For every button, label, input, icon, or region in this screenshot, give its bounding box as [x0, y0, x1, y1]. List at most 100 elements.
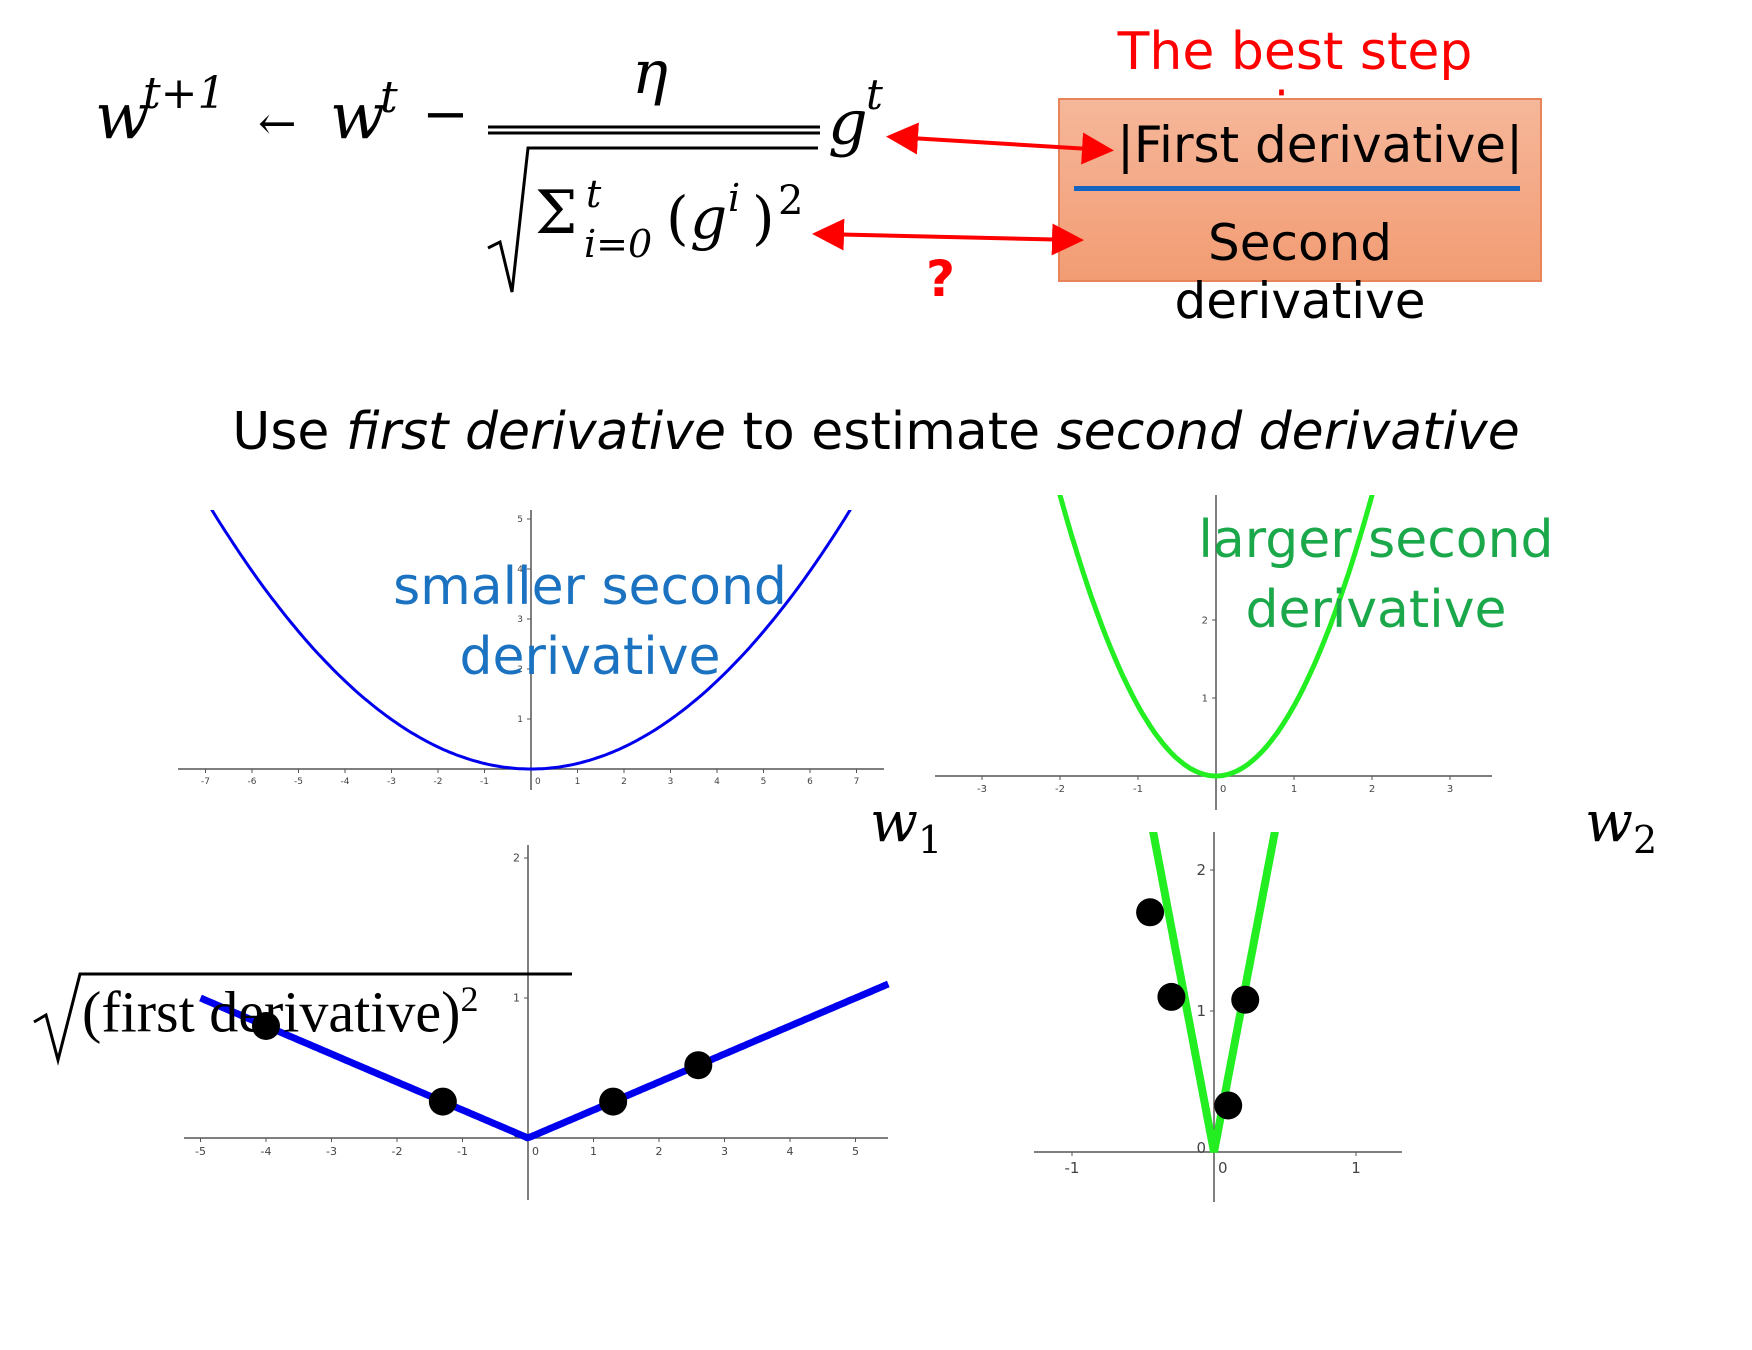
chart-3-data-point: [684, 1051, 713, 1080]
superscript-t-plus-1: t+1: [143, 68, 226, 119]
formula-lines: [487, 125, 820, 293]
chart-1-y-tick-label: 5: [517, 515, 523, 525]
minus-sign: −: [422, 82, 469, 147]
best-step-fraction-bar: [1074, 186, 1520, 191]
arrows: [812, 122, 1114, 256]
chart-1-x-tick-label: 7: [854, 777, 860, 787]
w1-subscript: 1: [917, 818, 943, 863]
chart-1-x-tick-label: 2: [621, 777, 627, 787]
chart-1-x-tick-label: -7: [201, 777, 210, 787]
paren-open: (: [666, 184, 689, 252]
chart-4-x-tick-label: 1: [1351, 1159, 1361, 1177]
chart-1-x-tick-label: 1: [575, 777, 581, 787]
chart-4-curve: [1149, 832, 1279, 1153]
sqrt-label-exponent: 2: [460, 979, 479, 1019]
chart-2-x-tick-label: 0: [1220, 784, 1226, 795]
w-symbol: w: [95, 80, 150, 154]
chart-3-curve: [199, 980, 890, 1142]
arrow-first-derivative: [886, 122, 1114, 165]
chart-4-data-point: [1136, 898, 1165, 927]
chart-3-x-tick-label: -5: [195, 1145, 206, 1158]
chart-2-x-tick-label: 1: [1291, 784, 1297, 795]
chart-1-y-tick-label: 3: [517, 615, 523, 625]
superscript-2: 2: [778, 178, 804, 224]
chart-3-x-tick-label: -2: [392, 1145, 403, 1158]
subtitle-part-2: first derivative: [345, 402, 727, 462]
chart-1-y-tick-label: 2: [517, 665, 523, 675]
smaller-second-derivative-label: smaller second derivative: [380, 552, 800, 692]
g-symbol: g: [828, 86, 868, 159]
chart-2-y-tick-label: 1: [1202, 693, 1208, 704]
chart-2-x-tick-label: -1: [1133, 784, 1143, 795]
chart-3-x-tick-label: 4: [787, 1145, 794, 1158]
arrow-second-derivative: [812, 218, 1084, 256]
sum-upper-t: t: [586, 172, 602, 216]
chart-1-y-tick-label: 4: [517, 565, 523, 575]
chart-4-x-tick-label: -1: [1065, 1159, 1080, 1177]
chart-1-x-tick-label: -1: [480, 777, 489, 787]
sum-lower-index: i=0: [584, 222, 653, 266]
chart-4-data-point: [1214, 1091, 1243, 1120]
smaller-label-line-1: smaller second: [393, 557, 787, 617]
chart-3-x-tick-label: -4: [261, 1145, 272, 1158]
sum-symbol: Σ: [535, 178, 578, 248]
superscript-i: i: [728, 176, 741, 220]
chart-3-y-tick-label: 1: [513, 992, 520, 1005]
sqrt-radical: [487, 146, 818, 293]
superscript-t: t: [380, 72, 398, 123]
larger-label-line-2: derivative: [1245, 580, 1507, 640]
chart-1-x-tick-label: 0: [535, 777, 541, 787]
sqrt-label-radical: [33, 972, 572, 1066]
chart-1-curve: [210, 510, 852, 771]
best-step-title: The best step is: [1117, 22, 1473, 142]
chart-3-x-tick-label: 1: [590, 1145, 597, 1158]
chart-2-x-tick-label: -3: [977, 784, 987, 795]
paren-close: ): [752, 184, 775, 252]
eta-symbol: η: [632, 38, 668, 108]
larger-second-derivative-label: larger second derivative: [1166, 505, 1586, 645]
chart-1-y-tick-label: 1: [517, 715, 523, 725]
left-arrow-symbol: ←: [258, 96, 297, 150]
chart-3-x-tick-label: 0: [532, 1145, 539, 1158]
g-symbol-2: g: [690, 184, 728, 252]
chart-3-x-tick-label: 2: [656, 1145, 663, 1158]
w1-base: w: [870, 790, 918, 855]
larger-label-line-1: larger second: [1198, 510, 1554, 570]
update-rule-formula: w t+1 ← w t − η g t Σ t i=0 ( g i ) 2: [0, 0, 1000, 320]
w2-base: w: [1585, 790, 1633, 855]
question-mark: ?: [926, 250, 956, 308]
best-step-numerator: |First derivative|: [1117, 116, 1523, 174]
chart-2-x-tick-label: 3: [1447, 784, 1453, 795]
sqrt-first-derivative-label: (first derivative)2: [82, 978, 478, 1045]
chart-4-y-tick-label: 1: [1196, 1002, 1206, 1020]
chart-1-x-tick-label: 6: [807, 777, 813, 787]
w1-label: w1: [870, 790, 942, 862]
chart-2-y-tick-label: 2: [1202, 615, 1208, 626]
chart-4-data-point: [1231, 985, 1260, 1014]
w-symbol-2: w: [330, 80, 385, 154]
chart-1-x-tick-label: -2: [434, 777, 443, 787]
w2-label: w2: [1585, 790, 1657, 862]
chart-3-data-point: [599, 1087, 628, 1116]
sqrt-label-content: (first derivative): [82, 979, 461, 1045]
subtitle: Use first derivative to estimate second …: [0, 402, 1752, 462]
chart-4-x-tick-label: 0: [1218, 1159, 1228, 1177]
best-step-box: |First derivative| Second derivative: [1058, 98, 1542, 330]
chart-4-y-tick-label: 0: [1196, 1139, 1206, 1157]
chart-3-data-point: [252, 1012, 280, 1040]
chart-3-y-tick-label: 2: [513, 852, 520, 865]
subtitle-part-3: to estimate: [726, 402, 1057, 462]
chart-3-x-tick-label: -1: [457, 1145, 468, 1158]
chart-3-x-tick-label: 5: [852, 1145, 859, 1158]
chart-3-x-tick-label: 3: [721, 1145, 728, 1158]
subtitle-part-1: Use: [232, 402, 346, 462]
chart-4-y-tick-label: 2: [1196, 861, 1206, 879]
chart-2-curve: [1057, 495, 1375, 779]
chart-2-x-tick-label: 2: [1369, 784, 1375, 795]
chart-1-x-tick-label: 5: [761, 777, 767, 787]
chart-1-x-tick-label: -4: [341, 777, 350, 787]
best-step-denominator: Second derivative: [1174, 214, 1426, 330]
superscript-t-2: t: [866, 70, 883, 119]
smaller-label-line-2: derivative: [459, 627, 721, 687]
